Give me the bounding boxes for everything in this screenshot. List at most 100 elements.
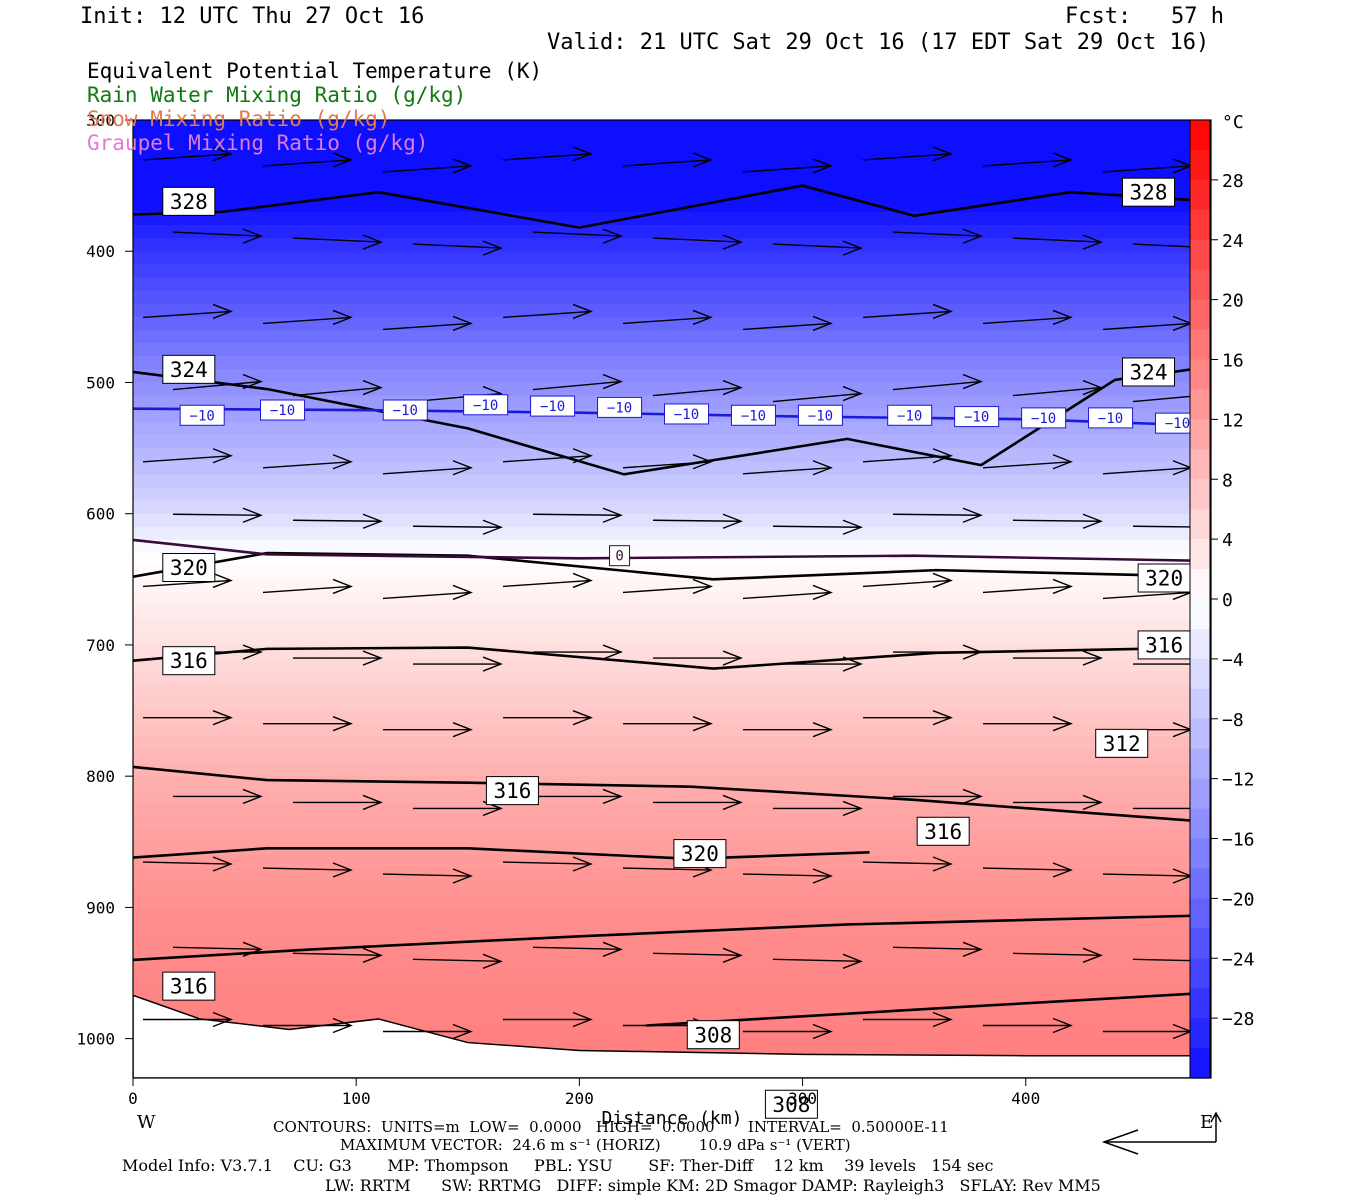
field-band bbox=[133, 264, 1211, 279]
field-band bbox=[133, 671, 1211, 685]
field-band bbox=[133, 185, 1211, 200]
wind-vector-head bbox=[572, 856, 593, 872]
wind-vector bbox=[622, 316, 712, 325]
field-band bbox=[133, 224, 1211, 239]
wind-vector-head bbox=[362, 947, 383, 963]
wind-vector bbox=[292, 952, 382, 957]
isotherm-label: −10 bbox=[463, 394, 509, 416]
wind-vector bbox=[862, 455, 952, 463]
color-bar: °C 28 24 20 16 12 8 4 0 −4 −8 −12 −16 −20 −24 −28 bbox=[1189, 112, 1255, 1079]
field-band bbox=[133, 303, 1211, 318]
model-info-1: Model Info: V3.7.1 CU: G3 MP: Thompson P… bbox=[122, 1156, 994, 1175]
isotherm-label: −10 bbox=[1088, 407, 1134, 429]
svg-text:−10: −10 bbox=[741, 408, 766, 424]
y-tick-label: 500 bbox=[86, 373, 115, 392]
field-band bbox=[133, 776, 1211, 790]
wind-vector-head bbox=[482, 519, 503, 535]
wind-vector bbox=[142, 310, 232, 319]
wind-vector bbox=[982, 159, 1072, 167]
model-info-2: LW: RRTM SW: RRTMG DIFF: simple KM: 2D S… bbox=[325, 1176, 1101, 1195]
wind-vector bbox=[412, 525, 502, 528]
wind-vector bbox=[892, 231, 982, 237]
field-band bbox=[133, 211, 1211, 226]
wind-vector-head bbox=[332, 309, 353, 326]
wind-vector bbox=[1102, 873, 1192, 877]
wind-vector-head bbox=[932, 572, 953, 589]
field-band bbox=[133, 868, 1211, 882]
colorbar-step bbox=[1190, 449, 1210, 480]
wind-vector bbox=[742, 322, 832, 331]
isotherm-label: −10 bbox=[597, 396, 643, 418]
wind-vector-head bbox=[842, 800, 863, 817]
field-band bbox=[133, 238, 1211, 252]
field-band bbox=[133, 316, 1211, 331]
field-band bbox=[133, 251, 1211, 265]
freezing-level-contour bbox=[133, 538, 1211, 563]
terrain-surface bbox=[133, 994, 1211, 1078]
wind-vector-head bbox=[452, 584, 473, 601]
wind-vector bbox=[172, 946, 262, 951]
svg-text:−10: −10 bbox=[808, 408, 833, 424]
field-band bbox=[133, 684, 1211, 699]
wind-vector-head bbox=[932, 303, 953, 320]
wind-vector-head bbox=[242, 788, 263, 805]
svg-text:−10: −10 bbox=[473, 398, 498, 414]
wind-vector-head bbox=[812, 1023, 833, 1040]
y-tick-label: 800 bbox=[86, 767, 115, 786]
colorbar-tick-label: 12 bbox=[1222, 410, 1244, 431]
legend-entry: Graupel Mixing Ratio (g/kg) bbox=[87, 131, 428, 155]
theta-e-label: 320 bbox=[1137, 563, 1191, 593]
svg-text:312: 312 bbox=[1103, 732, 1141, 756]
wind-vector bbox=[892, 946, 982, 951]
colorbar-step bbox=[1190, 988, 1210, 1019]
field-band bbox=[133, 710, 1211, 725]
legend-entry: Equivalent Potential Temperature (K) bbox=[87, 59, 542, 83]
wind-vector-head bbox=[962, 644, 983, 660]
field-band bbox=[133, 172, 1211, 187]
colorbar-tick-label: −24 bbox=[1222, 949, 1255, 970]
svg-text:−10: −10 bbox=[897, 408, 922, 424]
field-band bbox=[133, 933, 1211, 948]
svg-text:−10: −10 bbox=[607, 400, 632, 416]
wind-vector-head bbox=[482, 240, 503, 256]
wind-vector-head bbox=[482, 953, 503, 969]
wind-vector-head bbox=[722, 513, 743, 529]
wind-vector-head bbox=[212, 448, 233, 464]
svg-text:−10: −10 bbox=[540, 399, 565, 415]
wind-vector bbox=[292, 386, 382, 397]
theta-e-label: 308 bbox=[764, 1089, 818, 1119]
wind-vector-head bbox=[362, 379, 383, 396]
wind-vector bbox=[982, 461, 1072, 469]
wind-vector-head bbox=[332, 454, 353, 470]
wind-vector-head bbox=[332, 862, 353, 878]
colorbar-step bbox=[1190, 658, 1210, 690]
isotherm-label: −10 bbox=[954, 406, 1000, 428]
field-band bbox=[133, 815, 1211, 830]
wind-vector bbox=[1012, 952, 1102, 957]
wind-vector bbox=[532, 231, 622, 237]
y-tick-label: 900 bbox=[86, 898, 115, 917]
field-band bbox=[133, 723, 1211, 738]
wind-vector bbox=[532, 946, 622, 951]
wind-vector-head bbox=[572, 146, 593, 162]
field-band bbox=[133, 789, 1211, 804]
colorbar-unit: °C bbox=[1222, 112, 1244, 133]
wind-vector-head bbox=[572, 572, 593, 589]
wind-vector-head bbox=[482, 656, 503, 672]
wind-vector-head bbox=[812, 584, 833, 601]
colorbar-step bbox=[1190, 1048, 1210, 1079]
field-band bbox=[133, 618, 1211, 633]
wind-vector-head bbox=[722, 650, 743, 666]
wind-vector-head bbox=[1052, 1017, 1073, 1034]
svg-text:328: 328 bbox=[170, 190, 208, 214]
colorbar-step bbox=[1190, 748, 1210, 780]
field-band bbox=[133, 763, 1211, 777]
x-tick-label: 100 bbox=[342, 1089, 371, 1108]
wind-vector bbox=[622, 585, 712, 594]
wind-vector bbox=[892, 513, 982, 516]
field-band bbox=[133, 828, 1211, 843]
wind-vector-head bbox=[1052, 454, 1073, 470]
colorbar-step bbox=[1190, 898, 1210, 929]
svg-text:324: 324 bbox=[1130, 361, 1168, 385]
wind-vector-head bbox=[212, 303, 233, 320]
